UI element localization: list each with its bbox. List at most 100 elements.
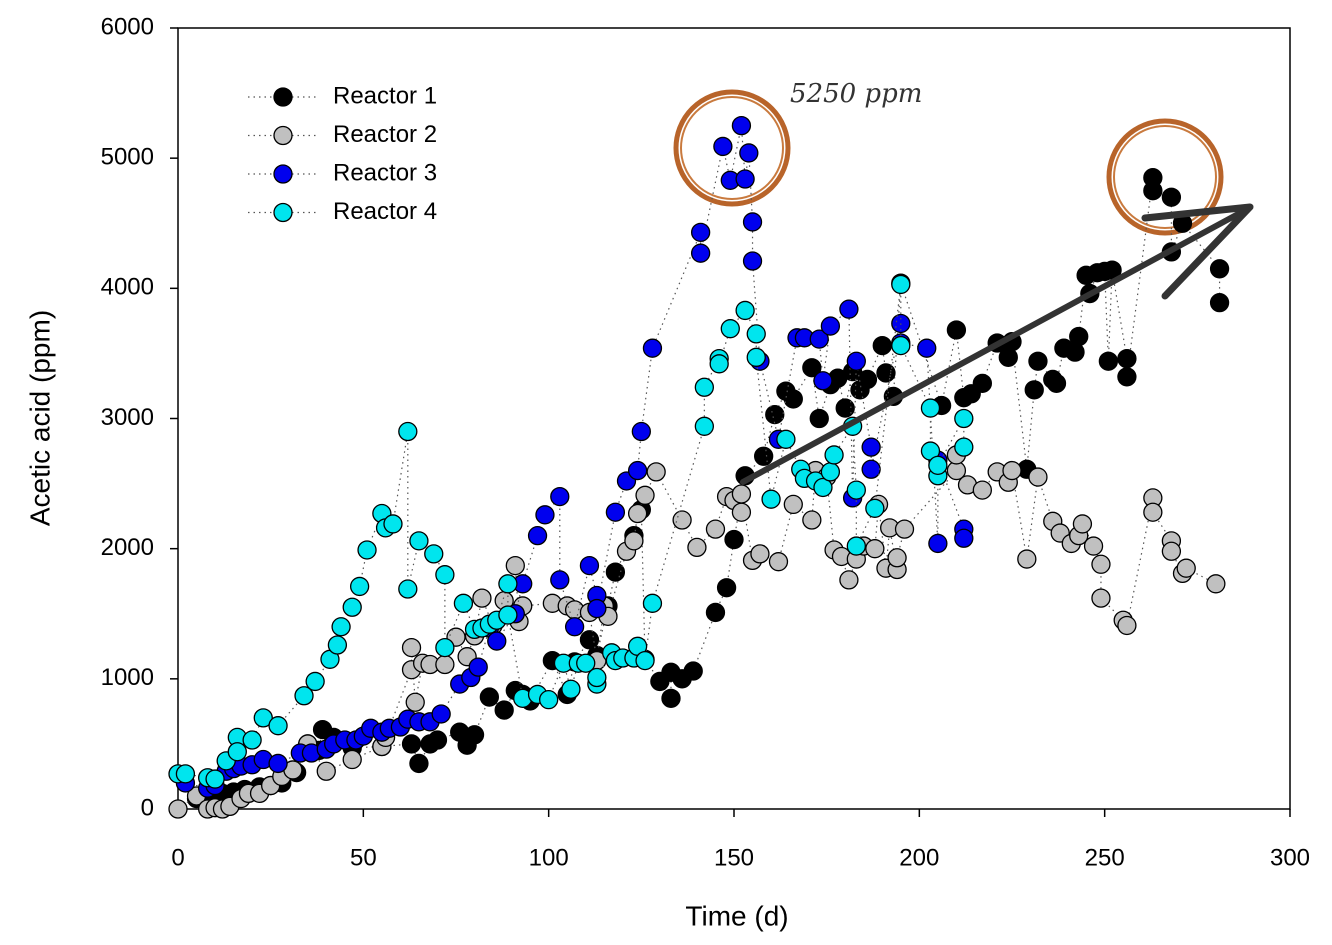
data-point — [713, 136, 733, 157]
legend-marker — [273, 125, 293, 146]
data-point — [342, 597, 362, 617]
data-point — [776, 429, 796, 449]
data-point — [809, 408, 829, 429]
data-point — [954, 528, 974, 548]
data-point — [1091, 588, 1111, 608]
data-point — [498, 605, 518, 625]
x-tick-label: 300 — [1270, 844, 1310, 871]
data-point — [742, 212, 763, 232]
data-point — [954, 408, 974, 429]
data-point — [724, 529, 744, 550]
data-point — [661, 688, 681, 709]
data-point — [405, 692, 425, 712]
data-point — [917, 338, 937, 358]
data-point — [1117, 367, 1137, 387]
data-point — [435, 565, 455, 585]
data-point — [268, 753, 288, 774]
data-point — [1065, 342, 1085, 362]
data-point — [705, 602, 726, 623]
data-point — [865, 539, 885, 559]
data-point — [1209, 259, 1230, 279]
data-point — [453, 593, 474, 613]
data-point — [539, 690, 559, 710]
data-point — [305, 671, 325, 692]
data-point — [576, 653, 596, 673]
data-point — [861, 437, 881, 457]
connector-line — [178, 284, 965, 780]
highlight-circle — [673, 89, 791, 207]
x-tick-label: 250 — [1085, 844, 1125, 871]
data-point — [242, 730, 262, 750]
data-point — [768, 552, 789, 572]
data-point — [1069, 326, 1089, 347]
data-point — [1161, 541, 1182, 561]
data-point — [331, 617, 351, 637]
data-point — [694, 416, 714, 436]
data-point — [401, 734, 422, 754]
data-point — [505, 555, 525, 576]
data-point — [1143, 181, 1163, 201]
data-point — [431, 704, 451, 724]
data-point — [357, 540, 377, 560]
data-point — [865, 498, 885, 518]
data-point — [946, 320, 967, 340]
data-point — [168, 799, 188, 819]
data-point — [1091, 554, 1111, 574]
data-point — [349, 576, 370, 597]
data-point — [716, 578, 737, 598]
data-point — [690, 243, 711, 263]
data-point — [857, 369, 878, 390]
data-point — [316, 761, 336, 781]
data-point — [746, 324, 766, 344]
y-axis-title: Acetic acid (ppm) — [24, 310, 55, 526]
data-point — [746, 347, 766, 367]
data-point — [487, 631, 507, 651]
data-point — [735, 169, 755, 189]
data-point — [824, 445, 844, 465]
data-point — [972, 373, 992, 394]
series — [168, 445, 1226, 819]
y-tick-label: 3000 — [101, 404, 154, 431]
data-point — [783, 494, 803, 515]
series — [168, 274, 974, 789]
highlight-circle — [1106, 118, 1224, 236]
legend-label: Reactor 1 — [333, 82, 437, 109]
data-point — [587, 667, 607, 688]
data-point — [342, 749, 362, 770]
data-point — [564, 617, 585, 637]
data-point — [1028, 351, 1048, 371]
data-point — [409, 753, 429, 774]
data-point — [1161, 187, 1182, 207]
x-tick-label: 100 — [529, 844, 569, 871]
data-point — [1117, 615, 1137, 636]
arrow-head — [1141, 203, 1254, 300]
data-point — [605, 502, 626, 522]
data-point — [253, 708, 273, 728]
data-point — [802, 510, 822, 530]
data-point — [872, 335, 892, 356]
data-point — [624, 531, 644, 551]
y-tick-label: 4000 — [101, 274, 154, 301]
data-point — [690, 222, 711, 243]
data-point — [642, 593, 663, 613]
data-point — [731, 115, 752, 136]
data-point — [401, 637, 422, 658]
data-point — [635, 650, 655, 671]
data-point — [579, 555, 600, 576]
data-point — [494, 700, 514, 720]
data-point — [550, 570, 570, 590]
y-tick-label: 1000 — [101, 664, 154, 691]
legend-label: Reactor 4 — [333, 198, 437, 225]
y-tick-label: 0 — [141, 794, 154, 821]
data-point — [765, 404, 785, 425]
data-point — [705, 519, 726, 539]
data-point — [435, 654, 455, 675]
data-point — [1083, 536, 1104, 556]
data-point — [887, 548, 907, 568]
data-point — [579, 630, 600, 650]
data-point — [1098, 351, 1119, 371]
data-point — [535, 505, 555, 525]
data-point — [720, 319, 740, 339]
data-point — [1017, 549, 1037, 569]
data-point — [268, 716, 288, 736]
